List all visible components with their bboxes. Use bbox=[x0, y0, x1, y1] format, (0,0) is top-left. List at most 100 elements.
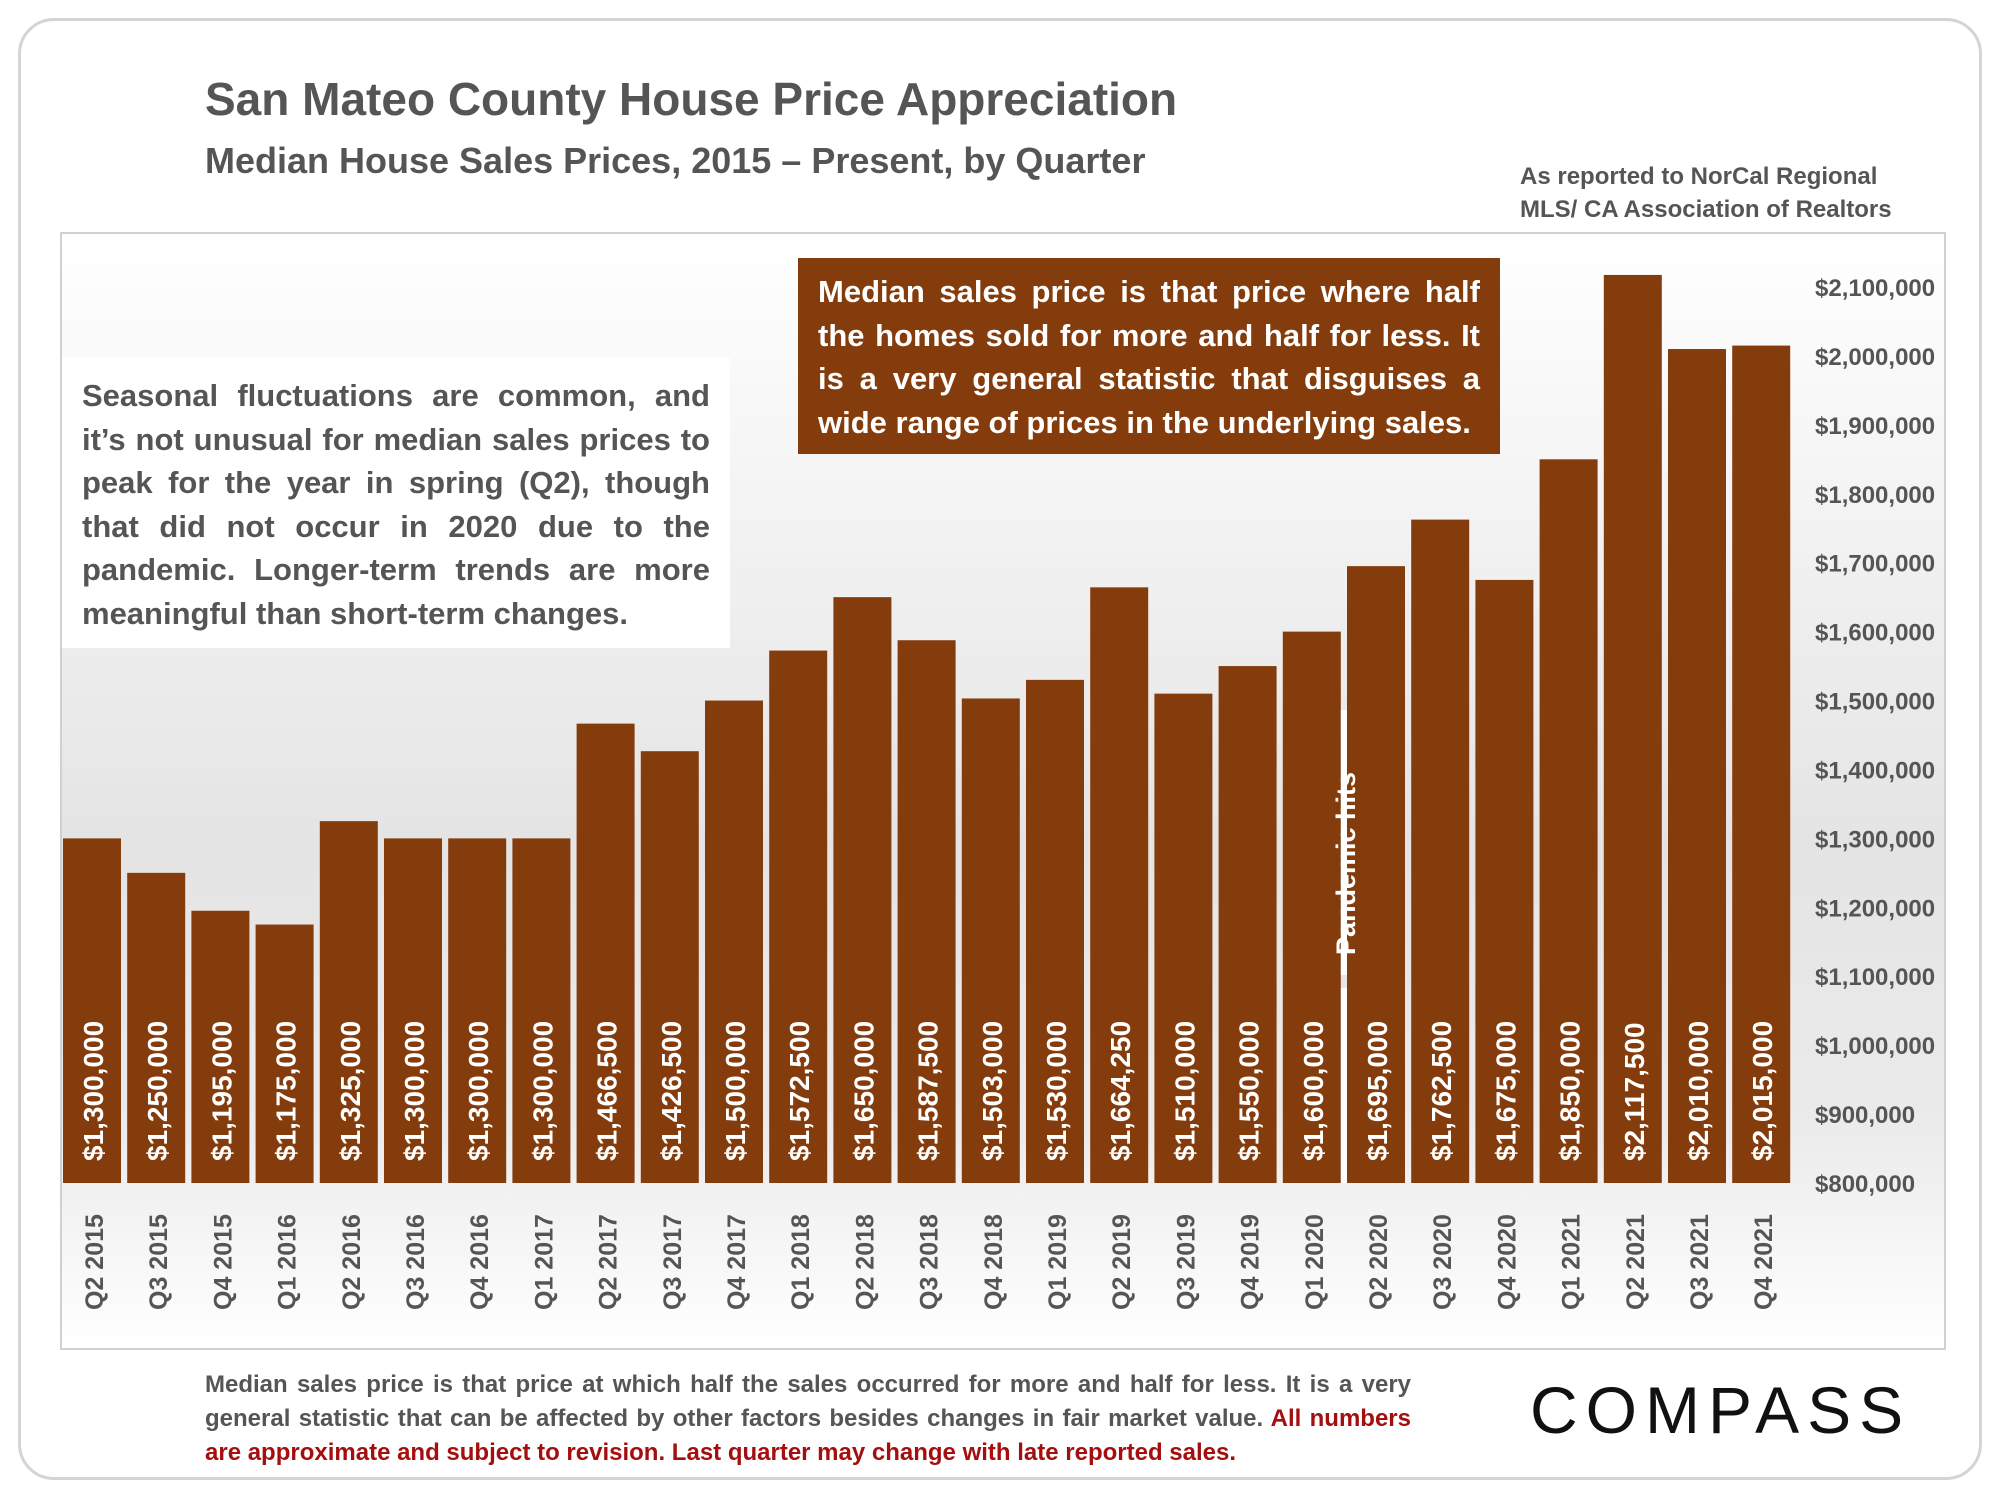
x-tick-label: Q3 2021 bbox=[1686, 1214, 1714, 1310]
x-tick-label: Q1 2020 bbox=[1301, 1214, 1329, 1310]
bar bbox=[319, 821, 378, 1183]
bar-value-label: $1,300,000 bbox=[78, 1021, 109, 1161]
x-tick-label: Q2 2015 bbox=[81, 1214, 109, 1310]
bar bbox=[448, 838, 507, 1183]
y-tick-label: $1,200,000 bbox=[1815, 895, 1935, 922]
x-tick-label: Q2 2017 bbox=[595, 1214, 623, 1310]
footer-red-text: All numbers are approximate and subject … bbox=[205, 1405, 1411, 1466]
bar-value-label: $1,587,500 bbox=[913, 1021, 944, 1161]
pandemic-divider-upper bbox=[1340, 710, 1347, 975]
bar bbox=[1475, 579, 1534, 1183]
bar bbox=[833, 597, 892, 1183]
x-tick-label: Q3 2015 bbox=[145, 1214, 173, 1310]
bar-value-label: $2,117,500 bbox=[1619, 1022, 1650, 1161]
x-tick-label: Q1 2019 bbox=[1044, 1214, 1072, 1310]
bar-value-label: $1,300,000 bbox=[399, 1021, 430, 1161]
y-tick-label: $1,600,000 bbox=[1815, 620, 1935, 647]
bar-value-label: $1,600,000 bbox=[1298, 1021, 1329, 1161]
bar bbox=[1090, 587, 1149, 1183]
bar bbox=[1539, 459, 1598, 1183]
bar bbox=[1154, 693, 1213, 1183]
bar-value-label: $1,250,000 bbox=[142, 1021, 173, 1161]
footer-note: Median sales price is that price at whic… bbox=[205, 1368, 1411, 1470]
bar bbox=[63, 838, 121, 1183]
x-tick-label: Q1 2021 bbox=[1558, 1214, 1586, 1310]
bar bbox=[1603, 274, 1662, 1183]
x-tick-label: Q2 2018 bbox=[851, 1214, 879, 1310]
x-tick-label: Q3 2017 bbox=[659, 1214, 687, 1310]
bar bbox=[897, 640, 956, 1183]
x-tick-label: Q2 2016 bbox=[338, 1214, 366, 1310]
bar bbox=[1347, 566, 1405, 1183]
y-tick-label: $1,700,000 bbox=[1815, 551, 1935, 578]
bar-value-label: $1,426,500 bbox=[656, 1021, 687, 1161]
bar-value-label: $1,195,000 bbox=[206, 1021, 237, 1161]
x-tick-label: Q2 2019 bbox=[1108, 1214, 1136, 1310]
bar-value-label: $1,550,000 bbox=[1234, 1021, 1265, 1161]
y-tick-label: $1,400,000 bbox=[1815, 757, 1935, 784]
pandemic-hits-label: Pandemic hits bbox=[1331, 772, 1361, 955]
footer-grey-text: Median sales price is that price at whic… bbox=[205, 1371, 1411, 1432]
x-tick-label: Q4 2018 bbox=[980, 1214, 1008, 1310]
chart-title: San Mateo County House Price Appreciatio… bbox=[205, 73, 1178, 125]
y-tick-label: $2,100,000 bbox=[1815, 275, 1935, 302]
bar-value-label: $1,466,500 bbox=[592, 1021, 623, 1161]
x-tick-label: Q4 2017 bbox=[723, 1214, 751, 1310]
bar-value-label: $1,695,000 bbox=[1362, 1021, 1393, 1161]
x-tick-label: Q4 2015 bbox=[209, 1214, 237, 1310]
x-tick-label: Q4 2019 bbox=[1237, 1214, 1265, 1310]
median-definition-note: Median sales price is that price where h… bbox=[798, 258, 1500, 454]
bar-value-label: $1,503,000 bbox=[977, 1021, 1008, 1161]
bar bbox=[961, 698, 1020, 1183]
bar-value-label: $1,572,500 bbox=[784, 1021, 815, 1161]
bar-value-label: $1,675,000 bbox=[1490, 1021, 1521, 1161]
x-tick-label: Q3 2020 bbox=[1429, 1214, 1457, 1310]
x-tick-label: Q3 2018 bbox=[916, 1214, 944, 1310]
bar bbox=[769, 650, 828, 1183]
bar bbox=[1411, 519, 1470, 1183]
bar-value-label: $1,175,000 bbox=[271, 1021, 302, 1161]
x-tick-label: Q2 2020 bbox=[1365, 1214, 1393, 1310]
bar-value-label: $1,510,000 bbox=[1169, 1021, 1200, 1161]
x-tick-label: Q4 2020 bbox=[1493, 1214, 1521, 1310]
bar bbox=[576, 723, 635, 1183]
bar-value-label: $1,300,000 bbox=[527, 1021, 558, 1161]
bar-value-label: $1,650,000 bbox=[848, 1021, 879, 1161]
bar bbox=[640, 751, 699, 1183]
y-tick-label: $2,000,000 bbox=[1815, 344, 1935, 371]
bar-value-label: $1,325,000 bbox=[335, 1021, 366, 1161]
bar-value-label: $1,664,250 bbox=[1105, 1021, 1136, 1161]
bar bbox=[1282, 631, 1341, 1183]
x-tick-label: Q3 2019 bbox=[1172, 1214, 1200, 1310]
y-tick-label: $900,000 bbox=[1815, 1102, 1915, 1129]
chart-subtitle: Median House Sales Prices, 2015 – Presen… bbox=[205, 140, 1146, 181]
x-tick-label: Q1 2017 bbox=[530, 1214, 558, 1310]
y-tick-label: $1,300,000 bbox=[1815, 826, 1935, 853]
bar-value-label: $1,300,000 bbox=[463, 1021, 494, 1161]
y-tick-label: $1,000,000 bbox=[1815, 1033, 1935, 1060]
bar-value-label: $1,762,500 bbox=[1426, 1021, 1457, 1161]
pandemic-divider-lower bbox=[1340, 988, 1347, 1183]
x-tick-label: Q3 2016 bbox=[402, 1214, 430, 1310]
source-line-1: As reported to NorCal Regional bbox=[1520, 163, 1878, 190]
x-tick-label: Q1 2018 bbox=[787, 1214, 815, 1310]
y-tick-label: $800,000 bbox=[1815, 1171, 1915, 1198]
bar-value-label: $2,015,000 bbox=[1747, 1021, 1778, 1161]
compass-logo: COMPASS bbox=[1530, 1373, 1912, 1447]
x-tick-label: Q1 2016 bbox=[274, 1214, 302, 1310]
bar bbox=[1732, 345, 1791, 1184]
bar-value-label: $1,500,000 bbox=[720, 1021, 751, 1161]
bar-value-label: $1,530,000 bbox=[1041, 1021, 1072, 1161]
bar bbox=[384, 838, 442, 1183]
bar bbox=[1668, 349, 1726, 1183]
source-line-2: MLS/ CA Association of Realtors bbox=[1520, 196, 1892, 223]
bar bbox=[127, 872, 186, 1183]
y-tick-label: $1,500,000 bbox=[1815, 689, 1935, 716]
bar bbox=[1218, 666, 1277, 1183]
x-tick-label: Q4 2016 bbox=[466, 1214, 494, 1310]
bar-value-label: $1,850,000 bbox=[1555, 1021, 1586, 1161]
bar bbox=[705, 700, 763, 1183]
source-note: As reported to NorCal Regional MLS/ CA A… bbox=[1520, 160, 1892, 226]
bar bbox=[255, 924, 314, 1183]
